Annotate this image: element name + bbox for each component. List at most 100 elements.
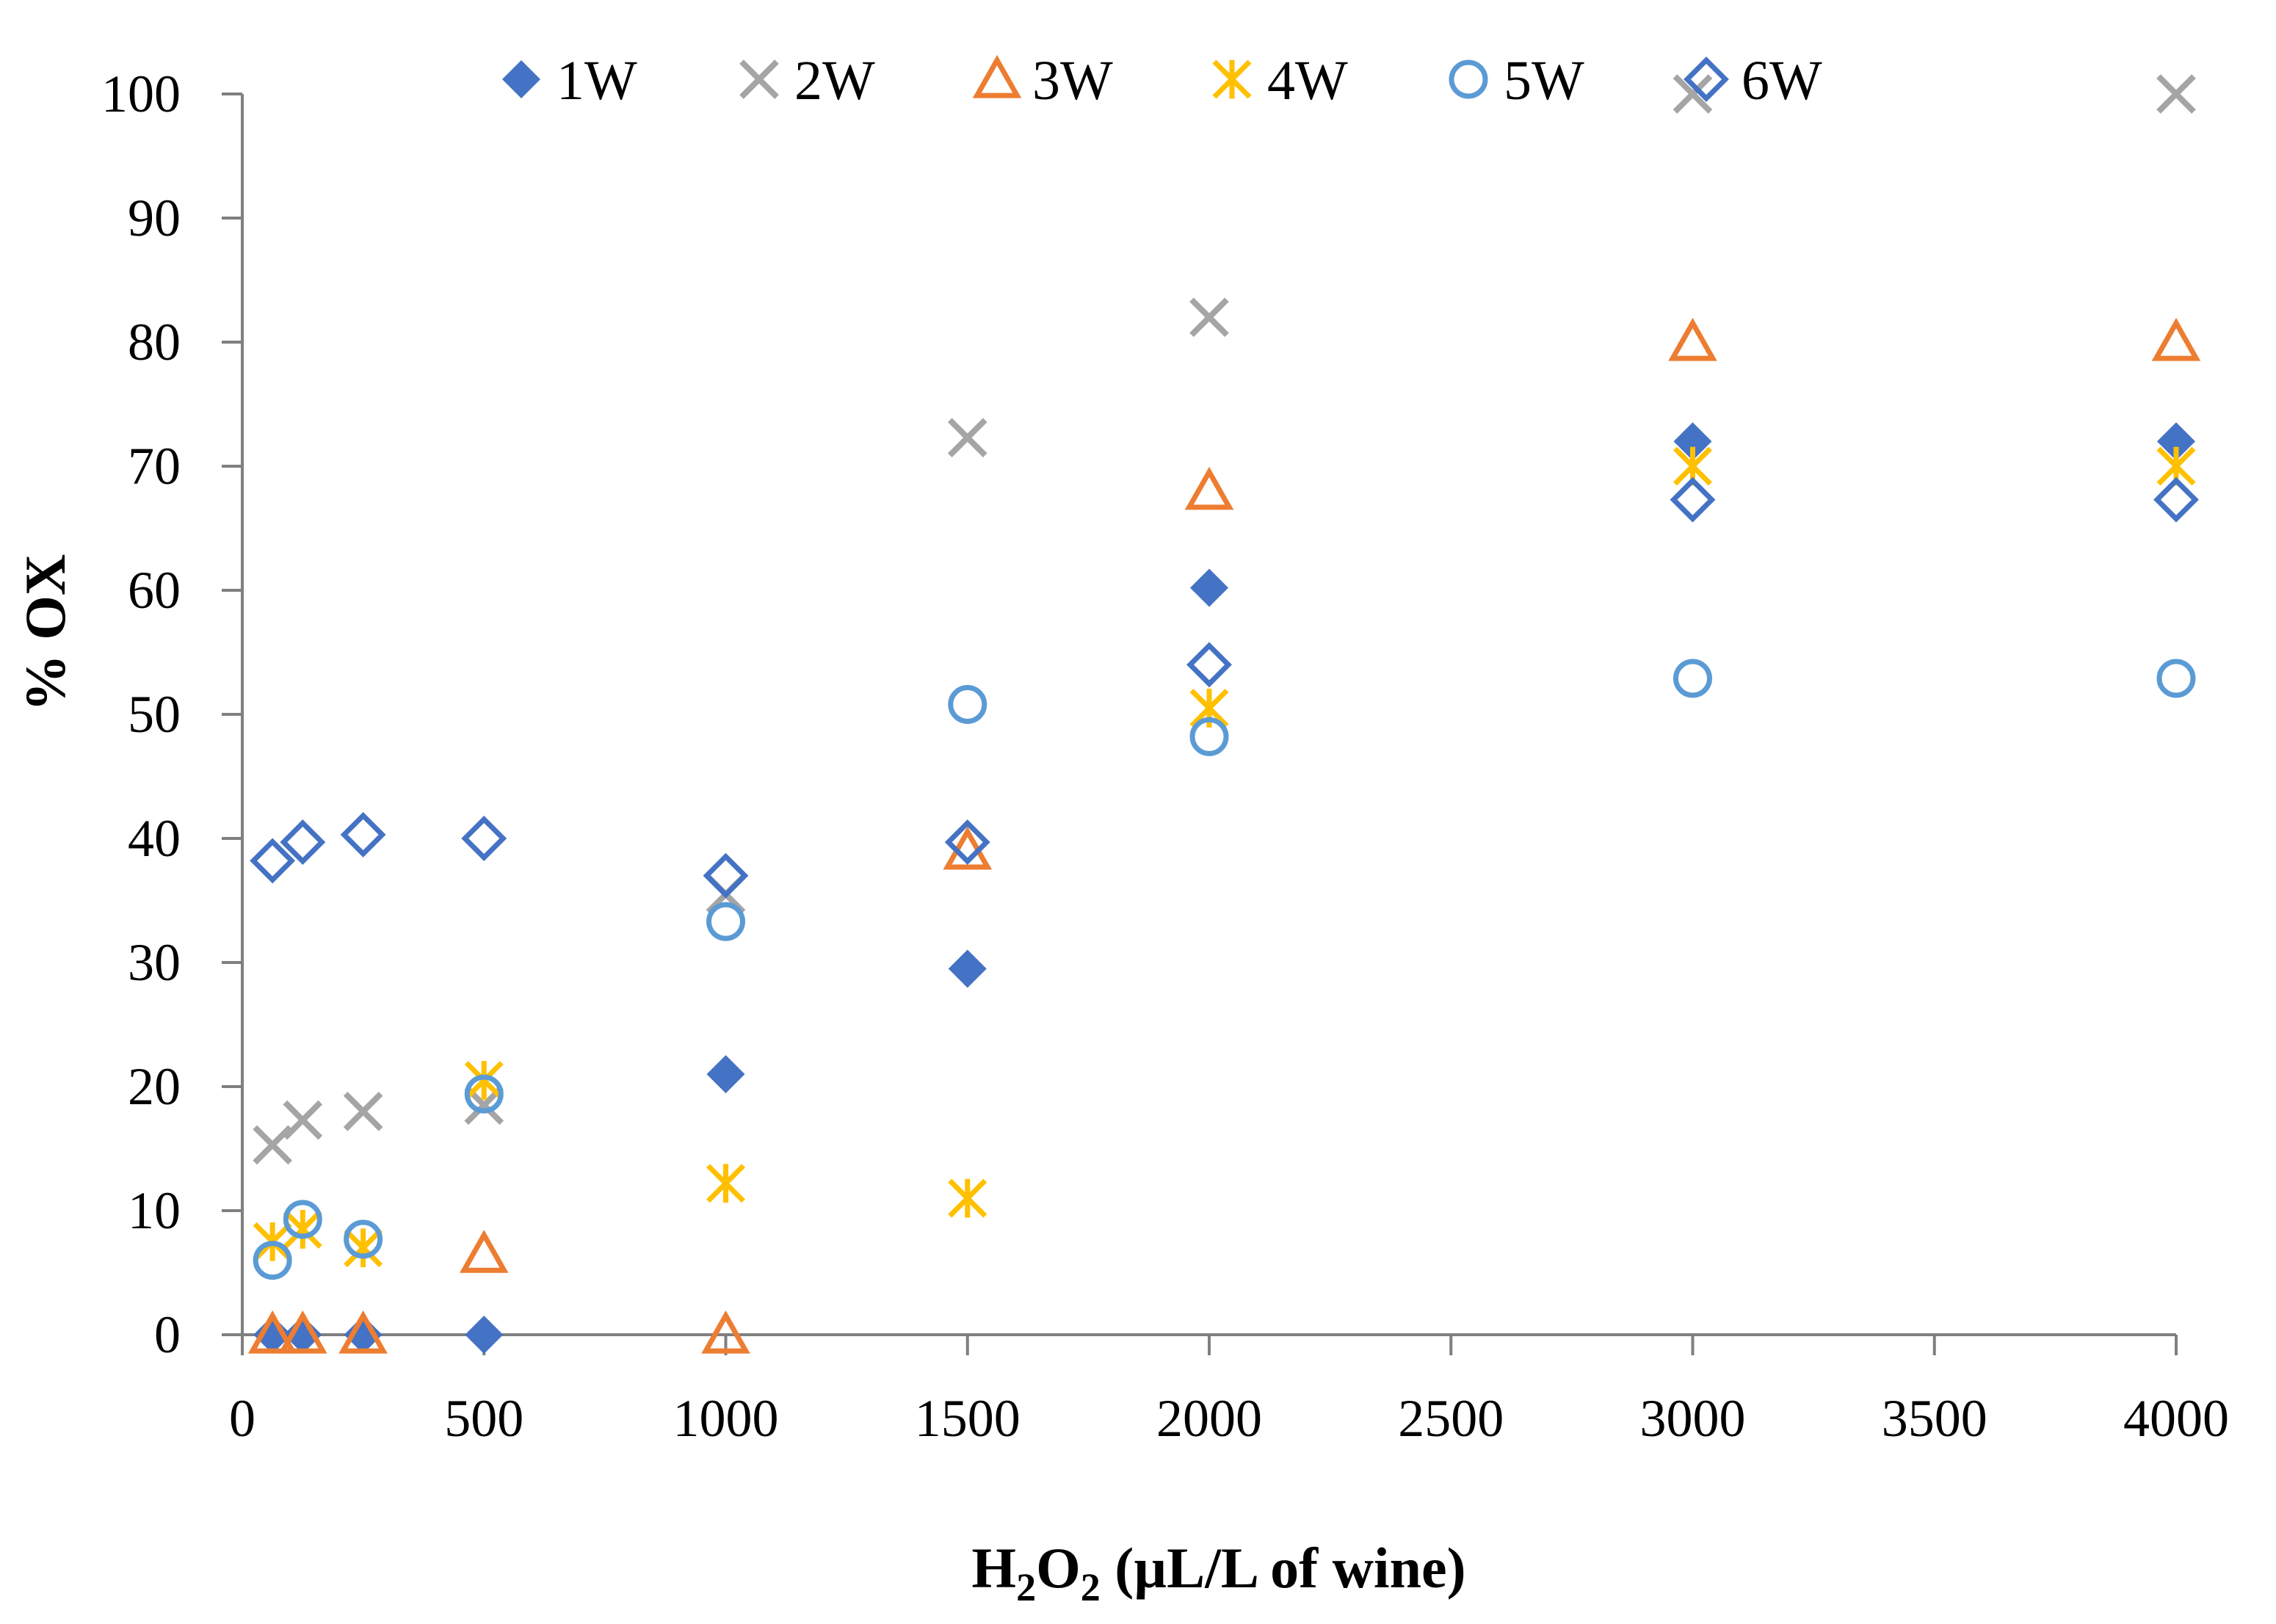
data-point xyxy=(253,1241,292,1280)
data-point xyxy=(344,1316,383,1354)
data-point xyxy=(250,838,296,884)
data-point xyxy=(701,1310,750,1354)
data-point xyxy=(283,1100,323,1140)
legend-marker xyxy=(972,54,1022,98)
series-3W xyxy=(247,317,2201,1354)
legend-marker xyxy=(1212,59,1252,99)
y-tick-label: 100 xyxy=(101,65,181,123)
legend-item-3W: 3W xyxy=(972,50,1113,112)
legend-label: 2W xyxy=(794,50,875,112)
x-tick-label: 1500 xyxy=(915,1389,1021,1448)
data-point xyxy=(464,1074,504,1114)
legend-item-2W: 2W xyxy=(739,50,875,112)
y-tick-label: 60 xyxy=(128,561,181,620)
data-point xyxy=(948,949,987,988)
data-point xyxy=(464,1061,504,1101)
data-point xyxy=(1186,642,1232,688)
y-ticks: 0 10 20 30 40 50 60 70 80 90 100 xyxy=(101,65,242,1364)
data-point xyxy=(1189,297,1229,338)
legend: 1W 2W 3W 4W 5W 6W xyxy=(502,50,1822,112)
data-point xyxy=(344,1219,383,1259)
y-tick-label: 90 xyxy=(128,189,181,247)
y-tick-label: 20 xyxy=(128,1057,181,1116)
y-tick-label: 0 xyxy=(154,1305,181,1364)
data-point xyxy=(2151,317,2201,361)
data-point xyxy=(1190,568,1228,607)
y-tick-label: 50 xyxy=(128,685,181,744)
data-point xyxy=(706,902,745,941)
series-6W xyxy=(250,476,2199,899)
data-point xyxy=(283,1200,322,1239)
data-point xyxy=(948,1178,987,1218)
data-point xyxy=(338,1310,388,1354)
data-point xyxy=(2156,74,2196,114)
y-tick-label: 30 xyxy=(128,933,181,992)
legend-label: 5W xyxy=(1504,50,1584,112)
data-point xyxy=(2157,422,2195,461)
legend-marker xyxy=(739,59,779,99)
x-axis-title-sub1: 2 xyxy=(1016,1565,1036,1609)
legend-item-4W: 4W xyxy=(1212,50,1348,112)
data-point xyxy=(2153,476,2199,523)
data-point xyxy=(461,816,507,861)
x-tick-label: 3000 xyxy=(1640,1389,1746,1448)
data-point xyxy=(459,1230,509,1273)
x-tick-label: 2000 xyxy=(1156,1389,1262,1448)
x-tick-label: 2500 xyxy=(1398,1389,1504,1448)
y-axis-title: % OX xyxy=(13,554,77,712)
data-point xyxy=(706,1055,745,1094)
legend-label: 1W xyxy=(557,50,637,112)
data-point xyxy=(1189,717,1229,756)
data-point xyxy=(947,418,987,457)
legend-item-6W: 6W xyxy=(1684,50,1822,112)
data-point xyxy=(1184,466,1234,510)
x-tick-label: 4000 xyxy=(2123,1389,2229,1448)
data-point xyxy=(278,1310,327,1354)
x-tick-label: 500 xyxy=(444,1389,523,1448)
legend-item-1W: 1W xyxy=(502,50,637,112)
x-axis-title-o: O xyxy=(1036,1536,1081,1600)
y-tick-label: 10 xyxy=(128,1181,181,1240)
data-point xyxy=(253,1316,292,1354)
x-tick-label: 1000 xyxy=(673,1389,779,1448)
series-1W xyxy=(253,422,2195,1354)
data-point xyxy=(1673,659,1712,698)
y-tick-label: 40 xyxy=(128,809,181,868)
legend-label: 3W xyxy=(1032,50,1113,112)
x-tick-label: 0 xyxy=(229,1389,255,1448)
y-tick-label: 70 xyxy=(128,437,181,496)
legend-marker xyxy=(502,60,540,98)
legend-label: 6W xyxy=(1742,50,1822,112)
data-point xyxy=(944,819,990,866)
data-points xyxy=(247,74,2201,1354)
x-axis-title: H2O2 (µL/L of wine) xyxy=(971,1536,1465,1609)
series-2W xyxy=(253,74,2196,1165)
data-point xyxy=(247,1310,297,1354)
data-point xyxy=(2156,659,2196,698)
data-point xyxy=(948,684,987,724)
data-point xyxy=(706,1164,745,1203)
data-point xyxy=(1668,317,1717,361)
legend-marker xyxy=(1684,57,1729,102)
data-point xyxy=(703,852,749,899)
data-point xyxy=(340,811,386,858)
data-point xyxy=(283,1316,322,1354)
x-axis-title-h: H xyxy=(971,1536,1016,1600)
y-tick-label: 80 xyxy=(128,313,181,371)
data-point xyxy=(1673,422,1712,461)
x-axis-title-units: (µL/L of wine) xyxy=(1101,1536,1466,1600)
data-point xyxy=(253,1125,292,1165)
data-point xyxy=(344,1228,383,1268)
series-4W xyxy=(253,446,2196,1268)
data-point xyxy=(280,819,326,866)
x-ticks: 0 500 1000 1500 2000 2500 3000 3500 4000 xyxy=(229,1335,2229,1448)
series-5W xyxy=(253,659,2196,1280)
legend-label: 4W xyxy=(1267,50,1348,112)
legend-item-5W: 5W xyxy=(1449,50,1584,112)
data-point xyxy=(465,1316,504,1354)
data-point xyxy=(343,1091,383,1131)
data-point xyxy=(283,1209,322,1249)
data-point xyxy=(1670,476,1716,523)
x-axis-title-sub2: 2 xyxy=(1081,1565,1101,1609)
